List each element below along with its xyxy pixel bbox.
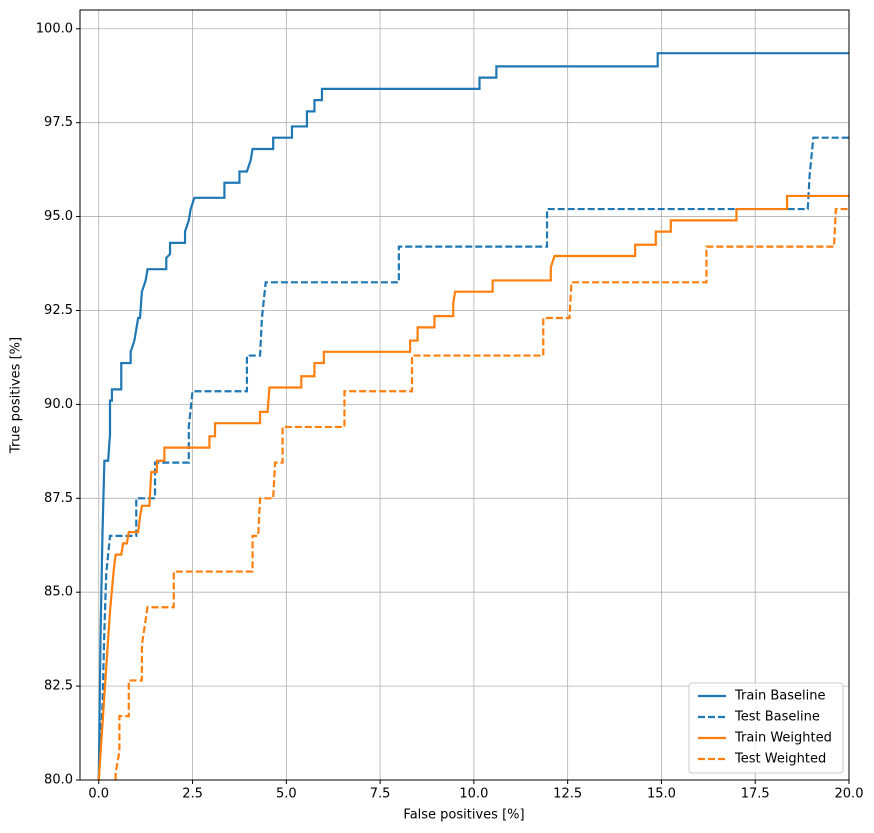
y-tick-label: 85.0 [44,585,73,600]
x-tick-label: 10.0 [459,787,488,802]
x-tick-label: 0.0 [88,787,109,802]
x-tick-label: 20.0 [835,787,864,802]
x-tick-label: 2.5 [182,787,203,802]
y-axis-label: True positives [%] [9,337,24,454]
legend-label: Test Weighted [734,752,826,767]
line-series [97,52,849,781]
plot-frame [79,9,850,781]
x-tick-label: 12.5 [553,787,582,802]
legend-label: Train Baseline [734,689,825,704]
x-tick-label: 5.0 [276,787,297,802]
y-tick-label: 92.5 [44,303,73,318]
x-tick-label: 15.0 [647,787,676,802]
legend: Train Baseline Test Baseline Train Weighte… [688,682,844,774]
line-series [97,136,849,781]
y-tick-label: 87.5 [44,491,73,506]
x-tick-label: 17.5 [741,787,770,802]
y-tick-label: 100.0 [36,21,73,36]
legend-box [688,682,844,774]
y-tick-label: 95.0 [44,209,73,224]
legend-label: Test Baseline [734,710,820,725]
line-series [97,194,849,781]
y-tick-label: 82.5 [44,679,73,694]
x-tick-label: 7.5 [370,787,391,802]
y-tick-label: 80.0 [44,773,73,788]
y-tick-label: 90.0 [44,397,73,412]
legend-label: Train Weighted [734,731,832,746]
line-series [114,207,849,780]
x-axis-label: False positives [%] [403,808,524,823]
y-tick-label: 97.5 [44,115,73,130]
